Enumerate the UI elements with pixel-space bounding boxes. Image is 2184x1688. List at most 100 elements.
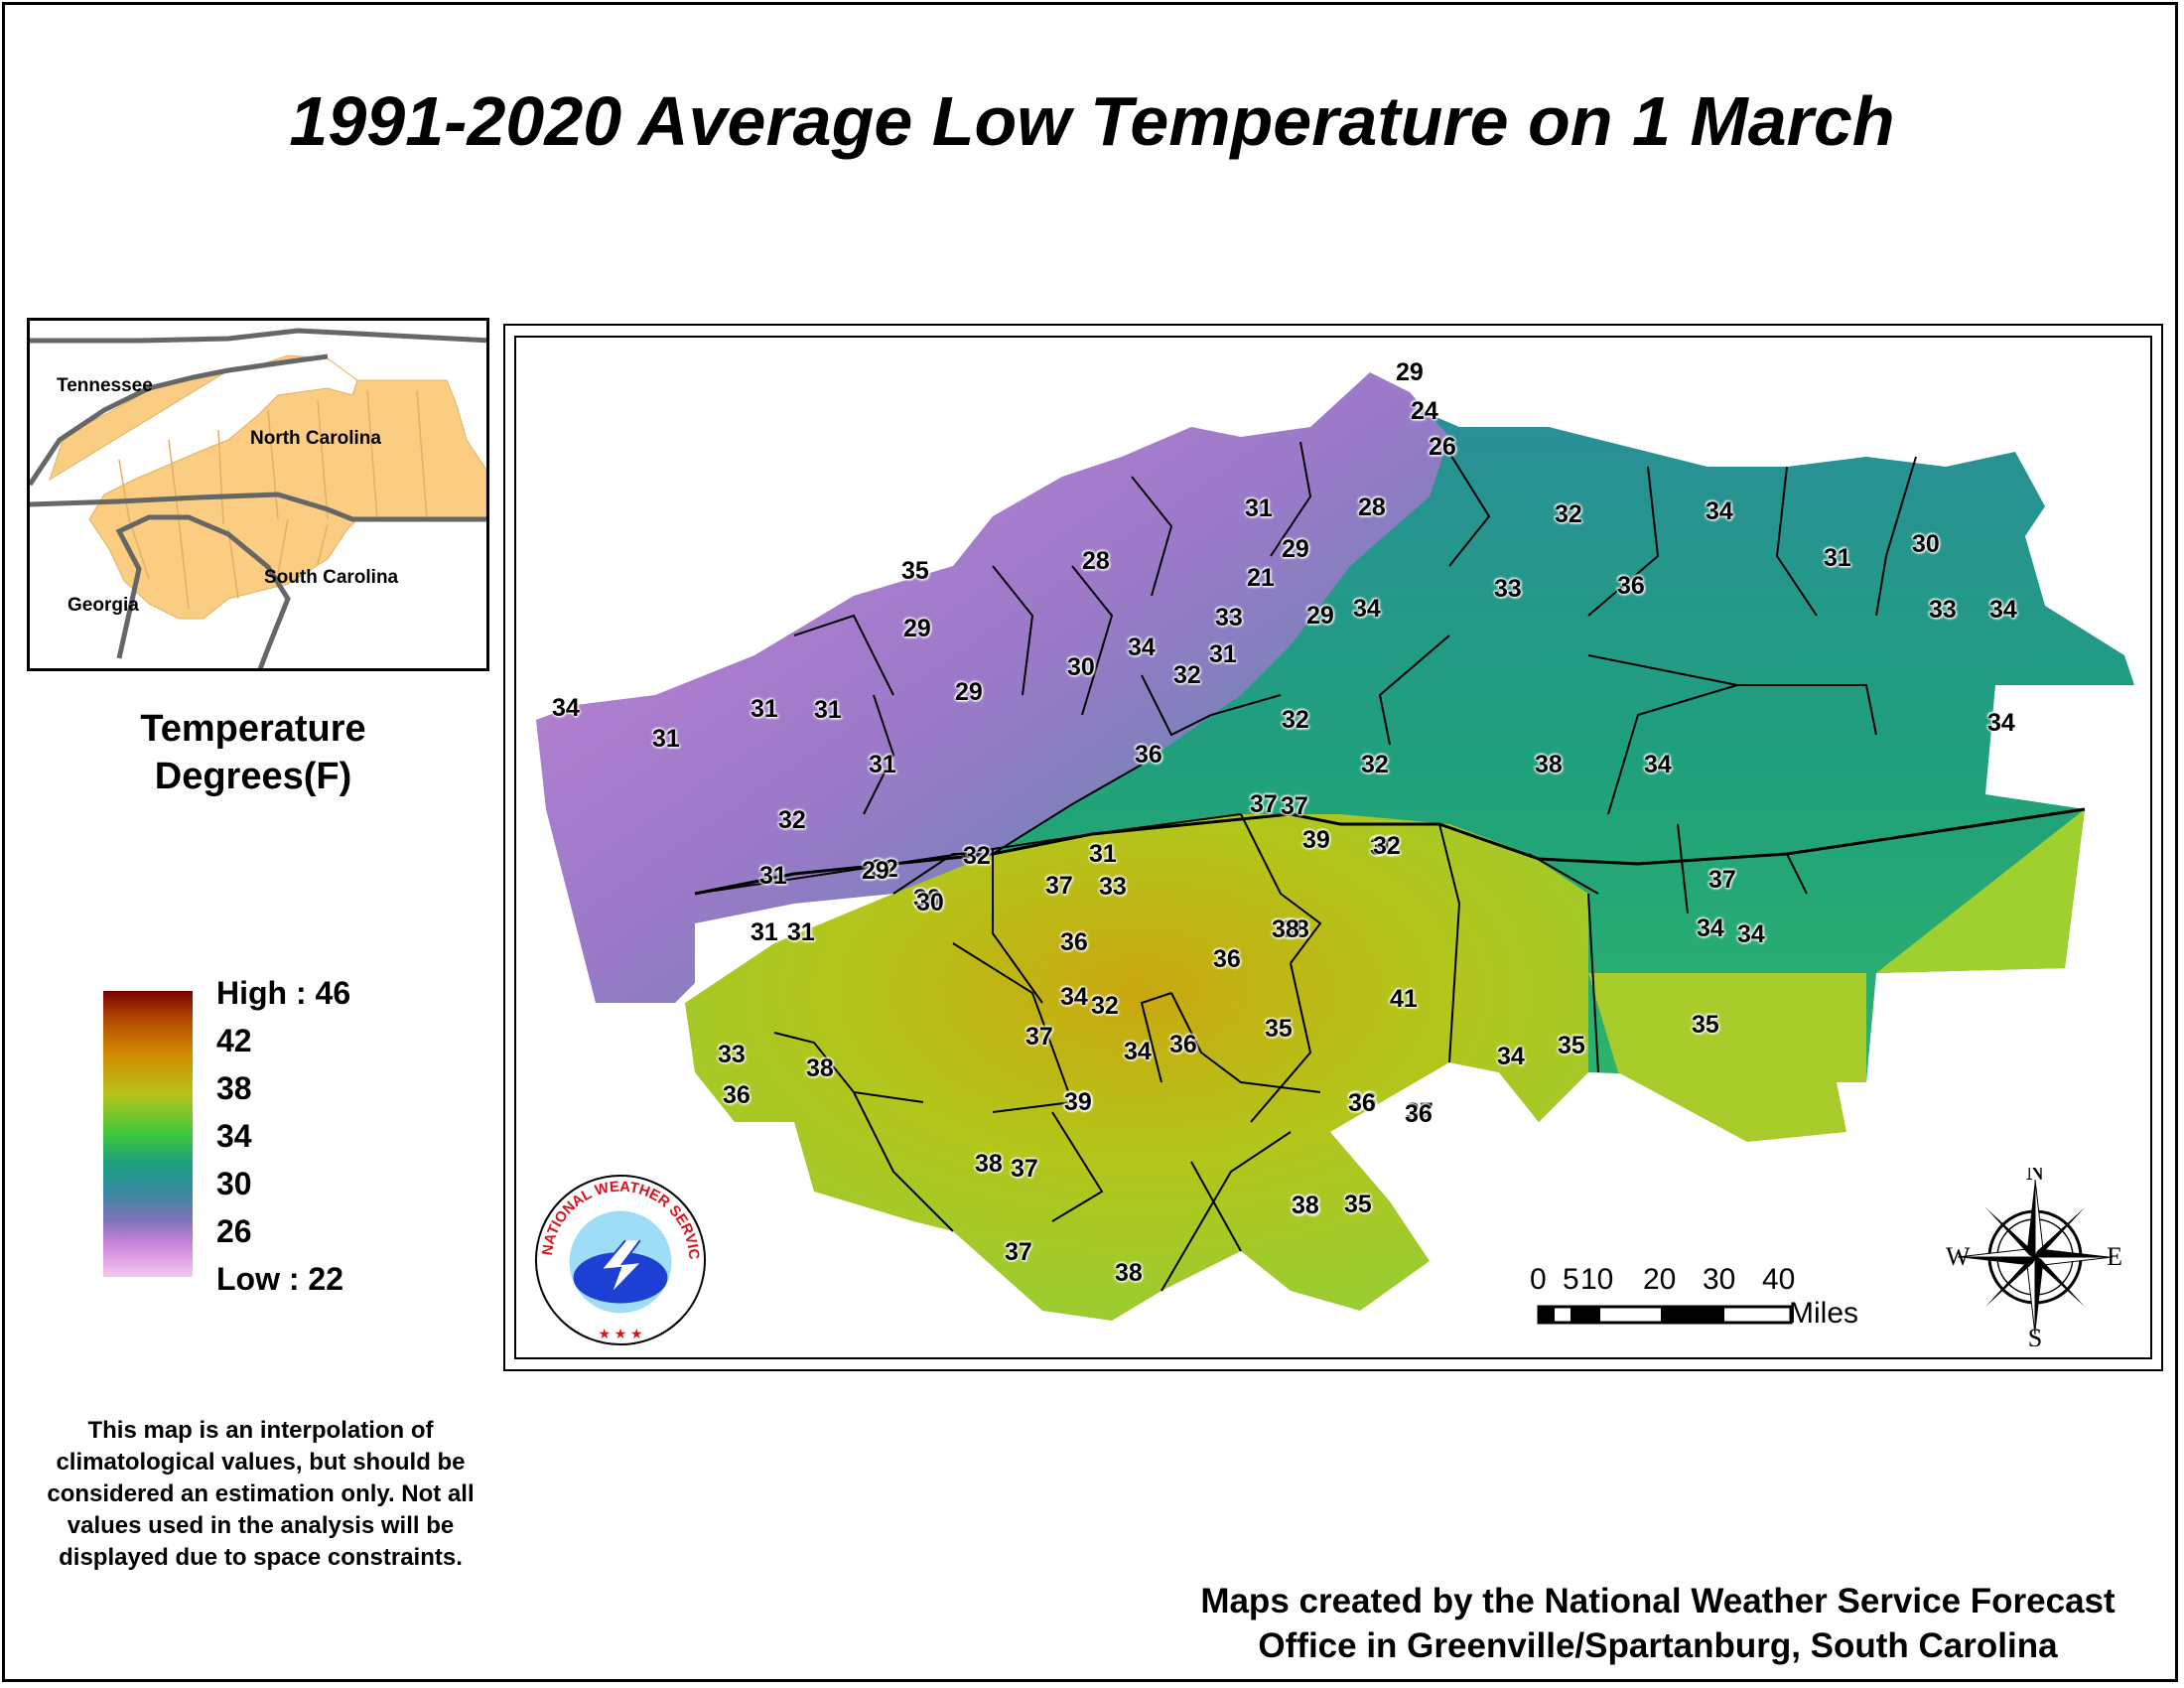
inset-state-border-tn	[30, 328, 486, 344]
scale-tick-10: 10	[1580, 1263, 1614, 1296]
temperature-value-label: 31	[1089, 840, 1117, 868]
temperature-value-label: 34	[1737, 920, 1765, 948]
map-region-mountains	[536, 372, 1449, 1003]
temperature-value-label: 28	[1082, 547, 1110, 575]
temperature-value-label: 34	[1497, 1043, 1525, 1070]
temperature-value-label: 35	[901, 557, 929, 585]
temperature-value-label: 32	[1282, 706, 1309, 734]
map-title: 1991-2020 Average Low Temperature on 1 M…	[289, 82, 1895, 160]
temperature-value-label: 38	[1272, 915, 1299, 943]
inset-county-lines	[118, 389, 428, 610]
temperature-value-label: 34	[552, 694, 580, 722]
temperature-value-label: 31	[814, 696, 842, 724]
temperature-value-label: 30	[1067, 653, 1095, 681]
legend-tick-38: 38	[216, 1070, 252, 1106]
scale-tick-0: 0	[1530, 1263, 1547, 1296]
temperature-value-label: 34	[1644, 751, 1672, 778]
temperature-value-label: 36	[1213, 945, 1241, 973]
inset-state-border-nc-sc	[30, 492, 486, 522]
map-region-east	[1876, 809, 2085, 973]
temperature-value-label: 30	[1370, 833, 1398, 861]
temperature-value-label: 33	[1494, 575, 1522, 603]
temperature-value-label: 35	[1692, 1011, 1719, 1039]
map-region-northeast	[893, 397, 2134, 1122]
temperature-value-label: 34	[1128, 633, 1156, 661]
temperature-value-label: 35	[1344, 1191, 1372, 1218]
temperature-value-label: 38	[1282, 915, 1309, 943]
temperature-value-label: 29	[1282, 535, 1309, 563]
temperature-value-label: 36	[723, 1081, 751, 1109]
compass-n: N	[2026, 1168, 2045, 1186]
main-map-inner-frame	[514, 336, 2152, 1359]
legend-title: Temperature Degrees(F)	[40, 705, 467, 800]
map-county-lines	[694, 436, 1917, 1292]
temperature-value-label: 32	[1373, 832, 1401, 860]
temperature-value-label: 38	[975, 1150, 1003, 1178]
temperature-value-label: 31	[652, 725, 680, 753]
temperature-value-label: 21	[1247, 564, 1275, 592]
scale-tick-5: 5	[1563, 1263, 1579, 1296]
temperature-value-label: 33	[914, 886, 942, 914]
temperature-value-label: 37	[1011, 1155, 1038, 1183]
temperature-value-label: 36	[1348, 1089, 1376, 1117]
inset-label-south-carolina: South Carolina	[264, 567, 399, 588]
legend-tick-34: 34	[216, 1118, 252, 1154]
temperature-value-label: 34	[1353, 595, 1381, 623]
temperature-value-label: 31	[1209, 640, 1237, 668]
legend-color-ramp	[103, 991, 193, 1277]
nws-logo: NATIONAL WEATHER SERVICE ★ ★ ★	[532, 1172, 707, 1346]
temperature-value-label: 26	[1429, 433, 1456, 461]
temperature-value-label: 37	[1045, 872, 1073, 900]
temperature-value-label: 33	[718, 1041, 746, 1068]
temperature-value-label: 34	[1060, 983, 1088, 1011]
temperature-value-label: 35	[1558, 1032, 1585, 1059]
inset-label-tennessee: Tennessee	[57, 375, 153, 396]
compass-w: W	[1946, 1242, 1971, 1271]
scale-bar	[1537, 1305, 1793, 1325]
temperature-value-label: 37	[1708, 866, 1736, 894]
temperature-value-label: 29	[955, 678, 983, 706]
temperature-value-label: 38	[1535, 751, 1563, 778]
temperature-value-label: 36	[1060, 928, 1088, 956]
temperature-value-label: 32	[1173, 661, 1201, 689]
temperature-value-label: 39	[1064, 1088, 1092, 1116]
inset-label-georgia: Georgia	[68, 595, 139, 616]
legend-title-line1: Temperature	[140, 708, 366, 750]
temperature-value-label: 36	[1349, 1088, 1377, 1116]
temperature-value-label: 32	[963, 842, 991, 870]
temperature-value-label: 37	[1025, 1023, 1053, 1051]
map-state-border-nc-sc	[694, 807, 2086, 896]
scale-tick-20: 20	[1643, 1263, 1677, 1296]
temperature-value-label: 33	[1929, 596, 1957, 624]
temperature-value-label: 32	[1361, 751, 1389, 778]
scale-unit: Miles	[1789, 1297, 1859, 1330]
inset-state-border-nc-tn	[30, 353, 329, 487]
compass-e: E	[2107, 1242, 2122, 1271]
compass-rose-icon: N S E W	[1946, 1168, 2122, 1346]
temperature-value-label: 32	[1091, 992, 1119, 1020]
temperature-value-label: 39	[1302, 826, 1330, 854]
inset-label-north-carolina: North Carolina	[250, 428, 381, 449]
temperature-value-label: 28	[1358, 493, 1386, 521]
disclaimer-note: This map is an interpolation of climatol…	[47, 1417, 475, 1571]
temperature-value-label: 29	[1396, 358, 1424, 386]
nws-logo-lightning-icon	[598, 1239, 645, 1296]
temperature-value-label: 31	[751, 918, 778, 946]
temperature-value-label: 38	[1292, 1192, 1319, 1219]
compass-s: S	[2028, 1324, 2042, 1346]
temperature-value-label: 32	[871, 855, 898, 883]
temperature-value-label: 31	[759, 862, 787, 890]
temperature-value-label: 36	[1169, 1031, 1197, 1058]
credit-line2: Office in Greenville/Spartanburg, South …	[1258, 1626, 2058, 1665]
temperature-value-label: 30	[1912, 530, 1940, 558]
temperature-value-label: 34	[1706, 497, 1733, 525]
temperature-value-label: 31	[1245, 494, 1273, 522]
credit-line1: Maps created by the National Weather Ser…	[1200, 1582, 2116, 1620]
temperature-value-label: 39	[1064, 1088, 1092, 1116]
inset-locator-map: Tennessee North Carolina South Carolina …	[27, 318, 489, 671]
temperature-value-label: 41	[1390, 985, 1418, 1013]
legend-tick-30: 30	[216, 1166, 252, 1201]
temperature-value-label: 32	[778, 806, 806, 834]
temperature-value-label: 29	[1306, 602, 1334, 630]
